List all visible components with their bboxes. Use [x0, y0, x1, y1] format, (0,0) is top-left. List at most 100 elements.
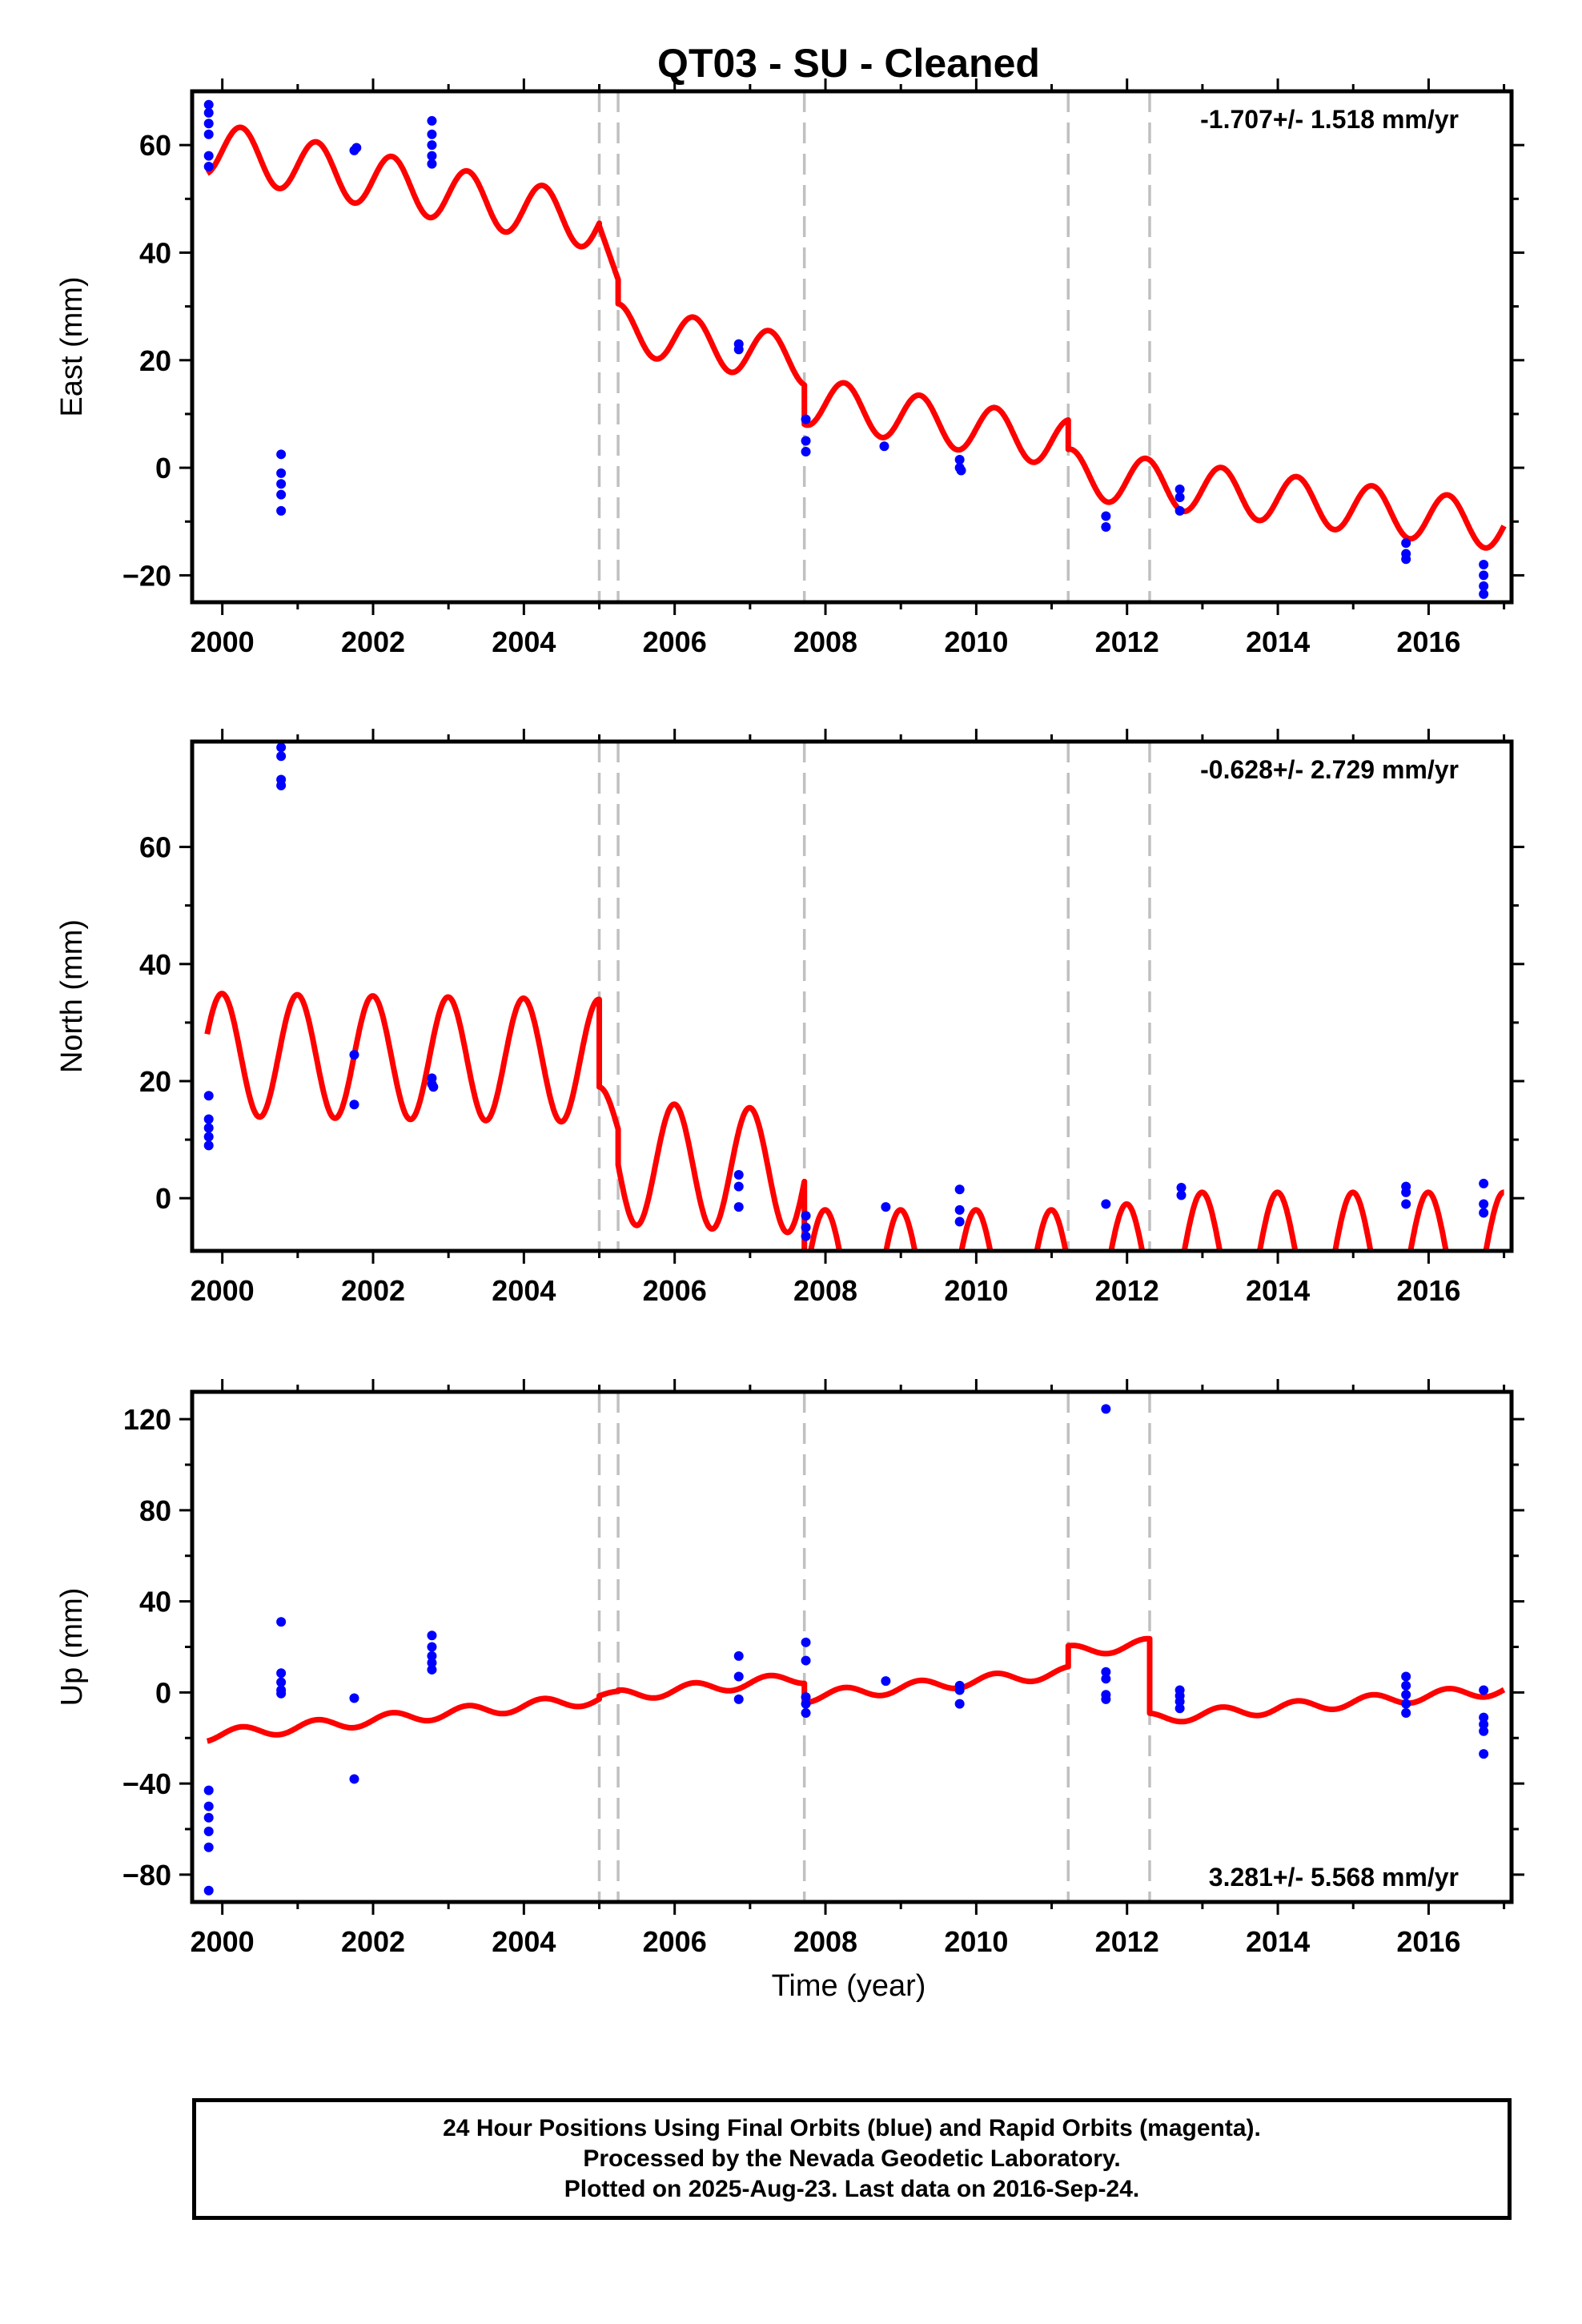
data-point [881, 1676, 891, 1687]
data-point [1479, 1208, 1489, 1218]
x-tick-label: 2002 [341, 1274, 405, 1307]
y-tick-label: 0 [155, 452, 171, 485]
data-point [1101, 1404, 1111, 1414]
data-point [203, 1885, 214, 1896]
x-tick-label: 2000 [191, 625, 255, 658]
data-point [733, 1694, 744, 1704]
data-point [1479, 581, 1489, 591]
data-point [203, 107, 214, 118]
data-point [801, 1699, 811, 1709]
data-point [1401, 1699, 1411, 1709]
data-point [349, 1100, 359, 1110]
data-point [1101, 1674, 1111, 1684]
data-point [276, 1617, 287, 1627]
data-point [203, 119, 214, 129]
data-point [203, 1842, 214, 1852]
data-point [203, 1140, 214, 1151]
data-point [1479, 1749, 1489, 1759]
x-tick-label: 2016 [1396, 1925, 1460, 1958]
data-point [349, 1693, 359, 1703]
x-tick-label: 2002 [341, 625, 405, 658]
data-point [954, 455, 965, 465]
y-tick-label: 20 [139, 1065, 171, 1098]
data-point [801, 1231, 811, 1241]
panel-east: 2000 2002 2004 2006 2008 2010 2012 2014 2016 −20 0… [55, 78, 1524, 658]
y-axis-label: East (mm) [55, 276, 89, 416]
data-point [801, 1211, 811, 1221]
x-tick-label: 2016 [1396, 625, 1460, 658]
data-point [1479, 1685, 1489, 1695]
data-point [349, 1774, 359, 1784]
data-point [1101, 1694, 1111, 1704]
data-point [954, 1184, 965, 1195]
data-point [276, 479, 287, 489]
plot-frame [190, 89, 1514, 605]
data-point [427, 1658, 437, 1668]
data-point [1176, 1190, 1186, 1200]
x-tick-label: 2012 [1095, 625, 1159, 658]
data-point [801, 1222, 811, 1232]
data-point [428, 1082, 439, 1092]
data-point [427, 1642, 437, 1652]
data-point [427, 1664, 437, 1675]
model-curve [205, 1635, 1507, 1744]
data-point [1401, 1187, 1411, 1197]
footer-line-2: Processed by the Nevada Geodetic Laborat… [583, 2145, 1121, 2172]
data-point [427, 129, 437, 139]
data-point [1479, 589, 1489, 599]
y-tick-label: −40 [122, 1767, 171, 1800]
data-point [1401, 1707, 1411, 1718]
data-point [203, 1114, 214, 1124]
data-point [801, 436, 811, 446]
data-point [427, 1630, 437, 1641]
data-point [427, 1651, 437, 1661]
x-tick-label: 2008 [793, 1925, 857, 1958]
data-point [276, 1668, 287, 1679]
data-point [801, 1655, 811, 1666]
y-axis-label: North (mm) [55, 919, 89, 1073]
y-tick-label: 80 [139, 1494, 171, 1527]
data-point [801, 1637, 811, 1647]
data-point [1174, 484, 1185, 494]
data-point [1401, 1680, 1411, 1691]
data-point [954, 1685, 965, 1695]
data-point [203, 1091, 214, 1101]
data-point [349, 1050, 359, 1060]
data-point [1479, 1726, 1489, 1736]
data-point [203, 1801, 214, 1811]
data-point [427, 115, 437, 126]
x-tick-label: 2010 [944, 1274, 1008, 1307]
data-point [276, 489, 287, 500]
data-point [1101, 1667, 1111, 1677]
x-tick-label: 2006 [643, 1274, 707, 1307]
y-tick-label: 120 [123, 1403, 171, 1436]
data-point [733, 1181, 744, 1192]
panel-up: 2000 2002 2004 2006 2008 2010 2012 2014 2016 −80 −… [55, 1379, 1524, 1958]
data-point [954, 1216, 965, 1227]
data-point [276, 468, 287, 478]
y-tick-label: 0 [155, 1676, 171, 1709]
x-tick-label: 2008 [793, 1274, 857, 1307]
data-point [203, 129, 214, 139]
y-axis-label: Up (mm) [55, 1588, 89, 1707]
data-point [1174, 1703, 1185, 1714]
data-point [203, 162, 214, 172]
data-point [801, 414, 811, 424]
x-tick-label: 2014 [1246, 625, 1310, 658]
y-tick-label: 0 [155, 1182, 171, 1215]
data-point [1479, 1719, 1489, 1730]
data-point [733, 1202, 744, 1212]
data-point [801, 1707, 811, 1718]
footer-line-1: 24 Hour Positions Using Final Orbits (bl… [443, 2115, 1261, 2141]
data-point [956, 465, 966, 476]
data-point [881, 1202, 891, 1212]
data-point [1401, 538, 1411, 549]
x-tick-label: 2000 [191, 1925, 255, 1958]
rate-label: -1.707+/- 1.518 mm/yr [1200, 105, 1459, 134]
data-point [203, 1812, 214, 1823]
data-point [733, 1671, 744, 1682]
data-point [351, 143, 362, 153]
y-tick-label: −20 [122, 559, 171, 592]
x-tick-label: 2012 [1095, 1274, 1159, 1307]
